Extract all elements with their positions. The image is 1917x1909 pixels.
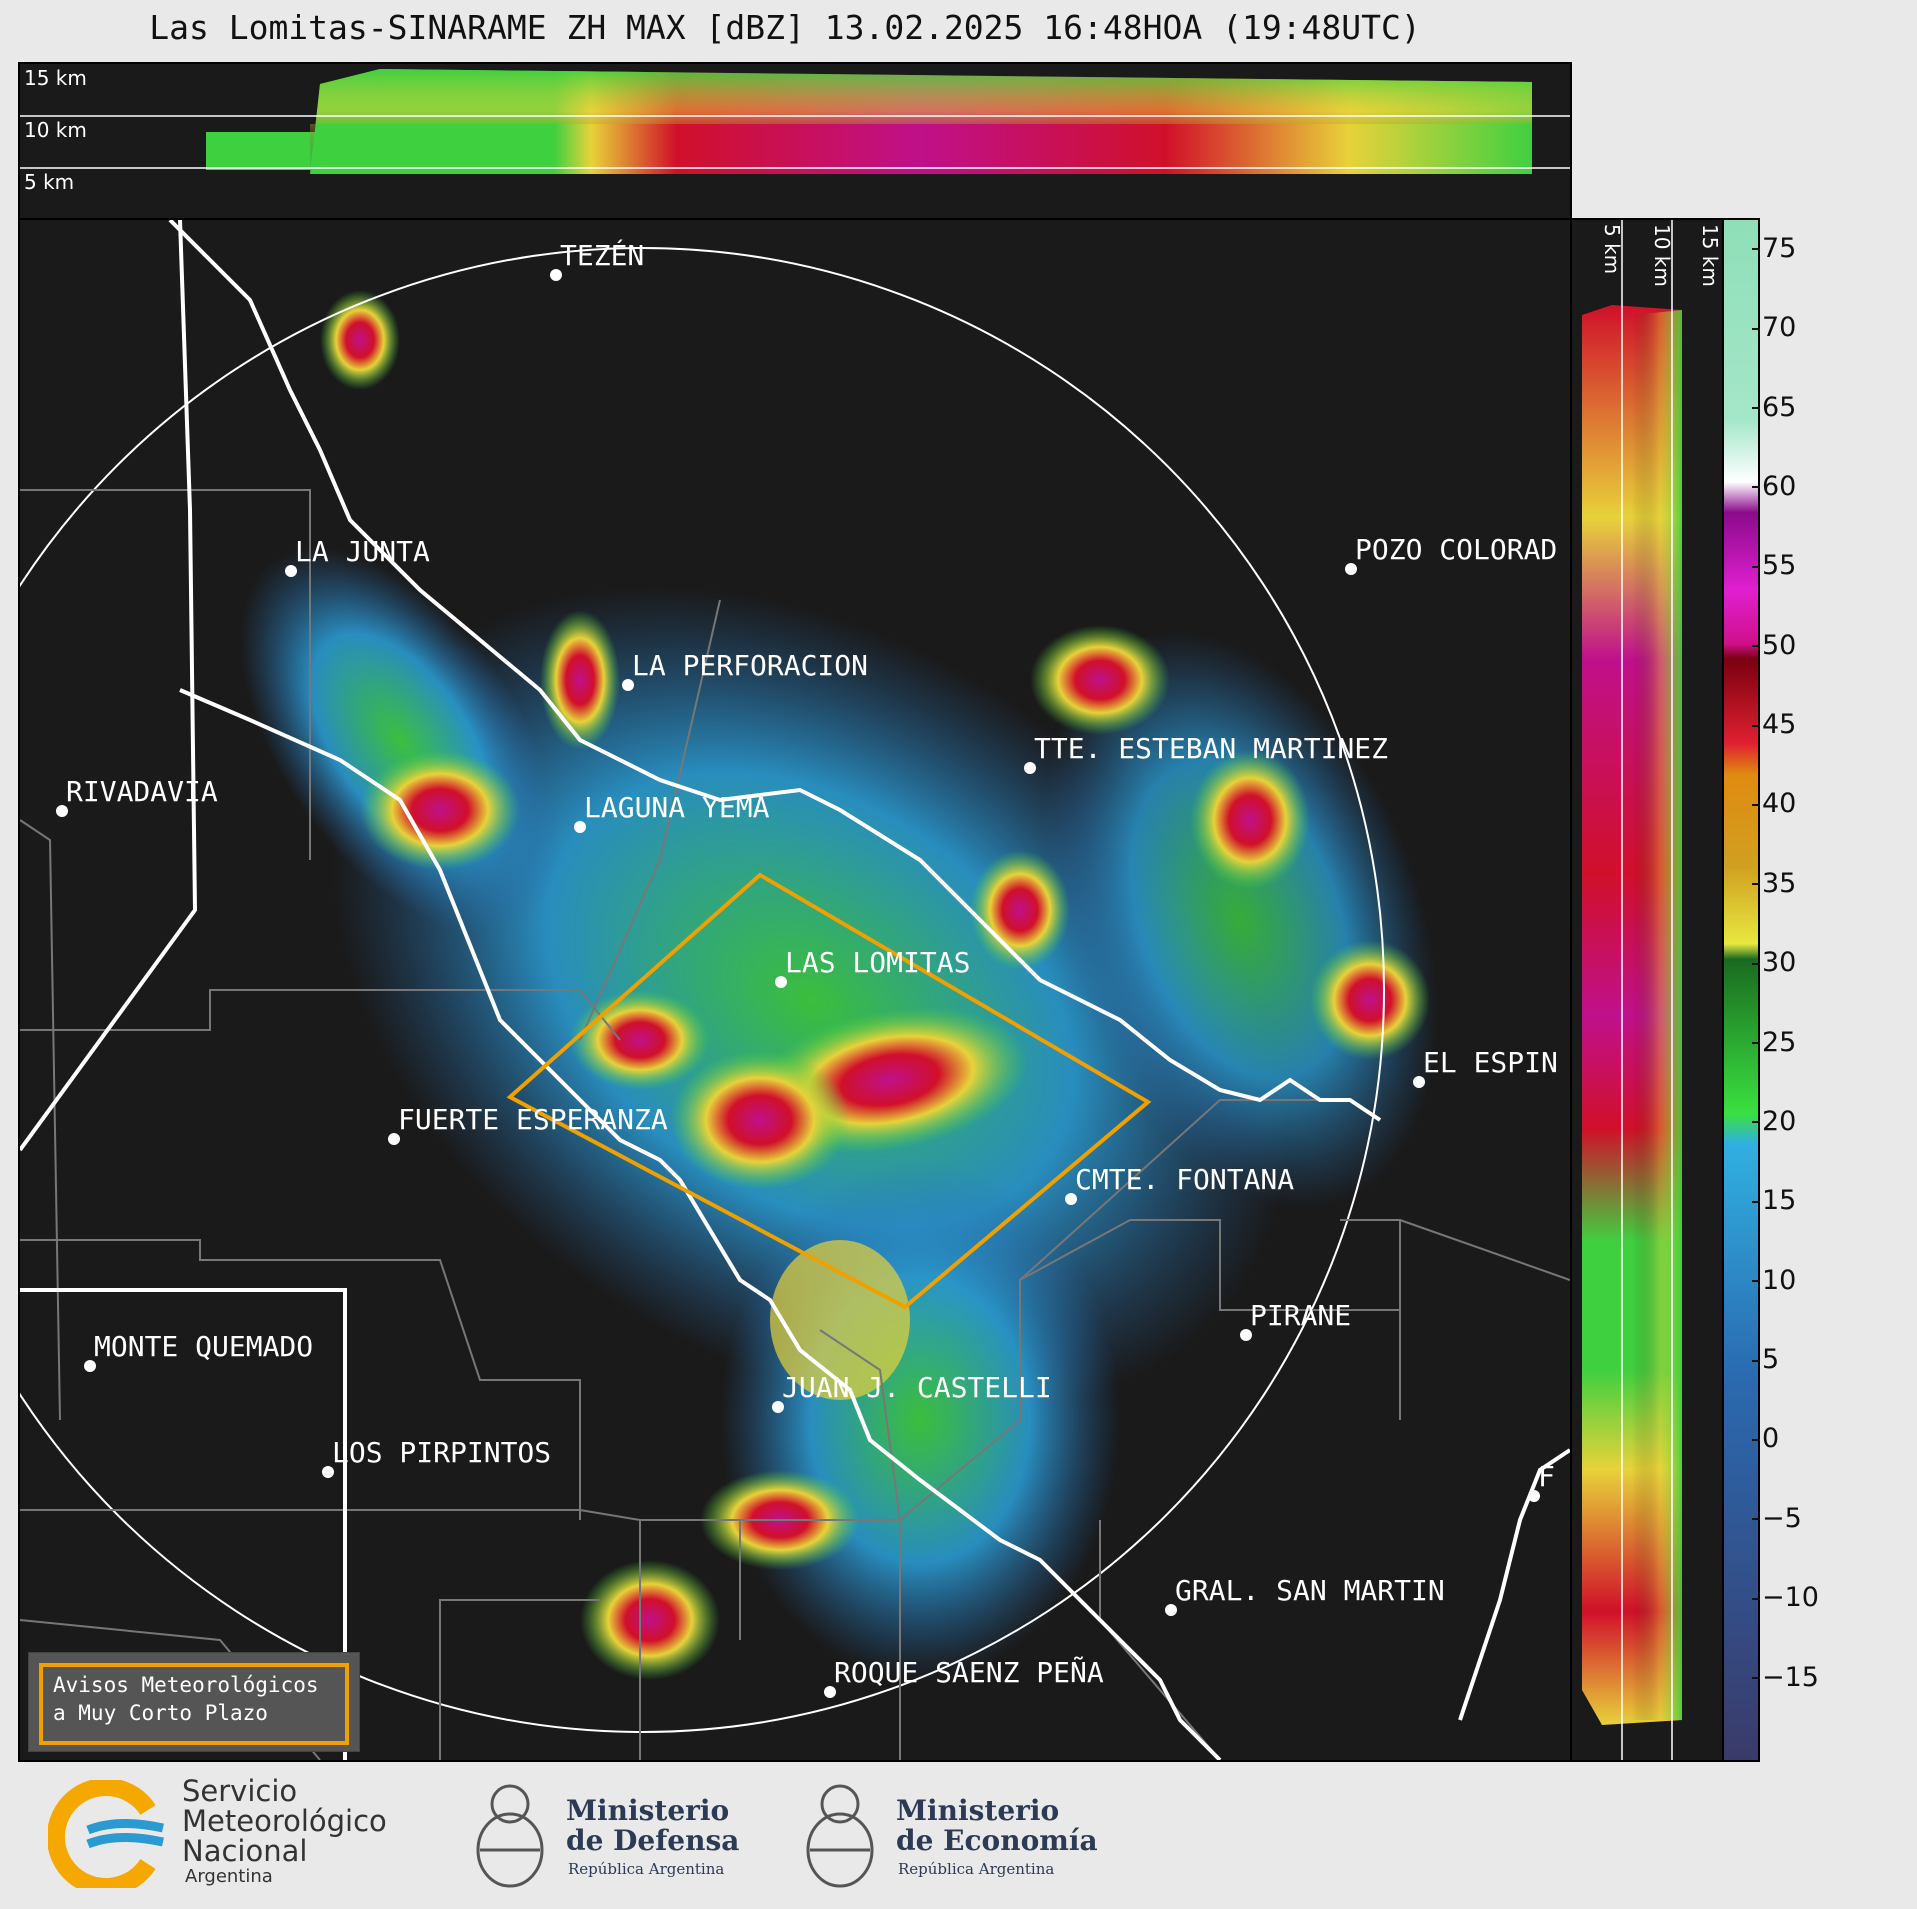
top-alt-label-10km: 10 km	[24, 118, 87, 142]
colorbar-tick-label: 55	[1751, 550, 1797, 582]
top-alt-label-5km: 5 km	[24, 170, 75, 194]
city-marker	[772, 1401, 784, 1413]
echo-yellow-south	[770, 1240, 910, 1400]
storm-core-6	[1030, 625, 1170, 735]
city-marker	[550, 269, 562, 281]
provincial-boundaries	[20, 220, 1570, 1760]
storm-core-4	[360, 750, 520, 870]
storm-core-8	[1310, 940, 1430, 1060]
economia-text: Ministerio de Economía	[896, 1796, 1098, 1856]
city-marker	[622, 679, 634, 691]
colorbar-tick-label: 60	[1751, 470, 1797, 502]
economia-seal-icon	[806, 1784, 874, 1888]
colorbar-tick-label: 0	[1751, 1423, 1780, 1455]
colorbar-tick-label: 70	[1751, 312, 1797, 344]
smn-logo-icon	[48, 1780, 164, 1888]
economia-sub: República Argentina	[898, 1860, 1055, 1878]
defensa-line1: Ministerio	[566, 1794, 730, 1827]
top-cross-section-graphic	[20, 69, 1570, 174]
city-marker	[84, 1360, 96, 1372]
storm-core-2	[670, 1050, 850, 1190]
colorbar-tick-label: 5	[1751, 1344, 1780, 1376]
side-cross-section-panel: 5 km 10 km 15 km	[1570, 218, 1724, 1762]
city-marker	[1345, 563, 1357, 575]
colorbar-tick-label: 15	[1751, 1185, 1797, 1217]
colorbar-tick-label: 20	[1751, 1105, 1797, 1137]
defensa-text: Ministerio de Defensa	[566, 1796, 739, 1856]
city-marker	[1065, 1193, 1077, 1205]
side-cross-section-graphic	[1582, 220, 1682, 1760]
alerts-legend-inner: Avisos Meteorológicos a Muy Corto Plazo	[39, 1663, 349, 1745]
alerts-legend-line1: Avisos Meteorológicos	[53, 1673, 319, 1697]
echo-region-east	[1042, 631, 1438, 1209]
economia-line2: de Economía	[896, 1824, 1098, 1857]
storm-core-12	[970, 850, 1070, 970]
alert-polygon[interactable]	[506, 872, 1152, 1310]
city-marker	[285, 565, 297, 577]
smn-line3: Nacional	[182, 1834, 308, 1868]
colorbar-tick-label: 35	[1751, 867, 1797, 899]
city-marker	[1240, 1329, 1252, 1341]
city-marker	[574, 821, 586, 833]
city-marker	[1165, 1604, 1177, 1616]
smn-line1: Servicio	[182, 1774, 298, 1808]
city-marker	[56, 805, 68, 817]
radar-range-ring	[20, 247, 1385, 1733]
alerts-legend-line2: a Muy Corto Plazo	[53, 1701, 268, 1725]
side-alt-label-5km: 5 km	[1600, 224, 1624, 275]
colorbar-tick-label: 30	[1751, 947, 1797, 979]
economia-line1: Ministerio	[896, 1794, 1060, 1827]
radar-map-panel[interactable]: TEZÉN LA JUNTA POZO COLORAD LA PERFORACI…	[18, 218, 1572, 1762]
city-marker	[388, 1133, 400, 1145]
smn-logo-text: Servicio Meteorológico Nacional	[182, 1776, 387, 1866]
defensa-seal-icon	[476, 1784, 544, 1888]
department-boundaries	[20, 489, 1570, 1760]
city-marker	[775, 976, 787, 988]
top-cross-section-panel: 15 km 10 km 5 km	[18, 62, 1572, 220]
colorbar-tick-label: 65	[1751, 391, 1797, 423]
radar-map-graphic	[20, 220, 1570, 1760]
smn-line4: Argentina	[185, 1866, 273, 1887]
side-alt-label-10km: 10 km	[1650, 224, 1674, 287]
colorbar-tick-label: −10	[1752, 1582, 1819, 1614]
side-alt-label-15km: 15 km	[1698, 224, 1722, 287]
top-alt-label-15km: 15 km	[24, 66, 87, 90]
smn-line2: Meteorológico	[182, 1804, 387, 1838]
city-marker	[824, 1686, 836, 1698]
defensa-line2: de Defensa	[566, 1824, 740, 1857]
colorbar-tick-label: −15	[1752, 1661, 1819, 1693]
colorbar-tick-label: 50	[1751, 629, 1797, 661]
colorbar-tick-label: −5	[1752, 1502, 1802, 1534]
city-marker	[322, 1466, 334, 1478]
defensa-sub: República Argentina	[568, 1860, 725, 1878]
dbz-colorbar	[1722, 218, 1760, 1762]
city-marker	[1024, 762, 1036, 774]
city-marker	[1413, 1076, 1425, 1088]
storm-core-5	[540, 610, 620, 750]
storm-core-11	[320, 290, 400, 390]
colorbar-tick-label: 75	[1751, 232, 1797, 264]
storm-core-10	[580, 1560, 720, 1680]
colorbar-tick-label: 45	[1751, 709, 1797, 741]
colorbar-tick-label: 25	[1751, 1026, 1797, 1058]
city-marker	[1528, 1490, 1540, 1502]
map-title: Las Lomitas-SINARAME ZH MAX [dBZ] 13.02.…	[149, 8, 1421, 47]
colorbar-tick-label: 40	[1751, 788, 1797, 820]
colorbar-tick-label: 10	[1751, 1264, 1797, 1296]
dbz-colorbar-graphic	[1724, 220, 1758, 1760]
alerts-legend-box[interactable]: Avisos Meteorológicos a Muy Corto Plazo	[28, 1652, 360, 1752]
storm-core-7	[1190, 750, 1310, 890]
